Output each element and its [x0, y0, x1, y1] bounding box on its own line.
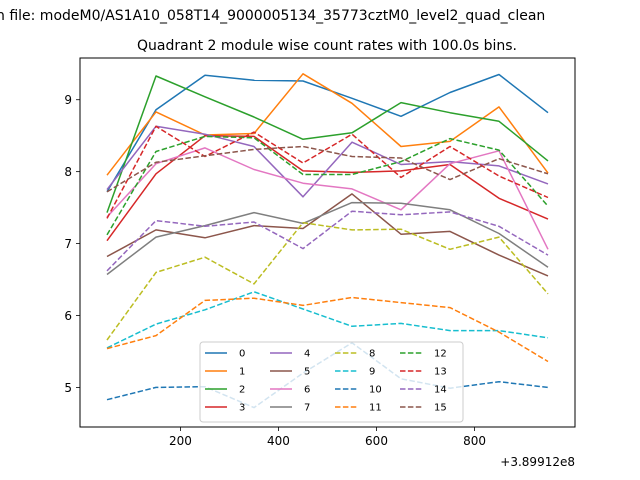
x-tick-label-600: 600 [365, 434, 388, 448]
series-line-11 [106, 296, 549, 363]
legend-label-10: 10 [369, 385, 382, 396]
legend-label-1: 1 [239, 367, 245, 378]
series-line-13 [106, 125, 549, 219]
x-tick-label-400: 400 [267, 434, 290, 448]
legend-label-7: 7 [304, 403, 310, 414]
legend-label-13: 13 [434, 367, 447, 378]
chart-title: Quadrant 2 module wise count rates with … [137, 38, 517, 54]
legend-label-14: 14 [434, 385, 447, 396]
series-line-15 [106, 145, 549, 193]
figure-suptitle: n file: modeM0/AS1A10_058T14_9000005134_… [0, 8, 545, 24]
y-tick-label-8: 8 [64, 165, 72, 179]
legend-label-2: 2 [239, 385, 245, 396]
y-tick-label-7: 7 [64, 237, 72, 251]
series-line-8 [106, 221, 549, 341]
legend-label-15: 15 [434, 403, 447, 414]
series-line-6 [106, 147, 549, 250]
x-axis: 200 400 600 800 [169, 427, 486, 448]
legend-label-6: 6 [304, 385, 310, 396]
series-line-3 [106, 134, 549, 242]
series-line-12 [106, 135, 549, 236]
y-tick-label-5: 5 [64, 381, 72, 395]
legend-label-11: 11 [369, 403, 382, 414]
series-line-14 [106, 210, 549, 272]
legend-label-5: 5 [304, 367, 310, 378]
y-tick-label-9: 9 [64, 93, 72, 107]
series-line-2 [106, 75, 549, 213]
legend-label-9: 9 [369, 367, 375, 378]
legend-label-0: 0 [239, 349, 245, 360]
x-axis-offset-label: +3.89912e8 [500, 455, 575, 469]
series-line-7 [106, 201, 549, 276]
axes-frame [79, 57, 576, 428]
x-tick-label-800: 800 [463, 434, 486, 448]
y-axis: 5 6 7 8 9 [64, 93, 80, 395]
legend-label-12: 12 [434, 349, 447, 360]
series-line-9 [106, 291, 549, 349]
series-line-1 [106, 73, 549, 176]
legend-label-3: 3 [239, 403, 245, 414]
legend-label-8: 8 [369, 349, 375, 360]
series-line-4 [106, 125, 549, 198]
legend-label-4: 4 [304, 349, 310, 360]
y-tick-label-6: 6 [64, 309, 72, 323]
series-line-0 [106, 73, 549, 193]
legend-frame [199, 341, 464, 423]
x-tick-label-200: 200 [169, 434, 192, 448]
